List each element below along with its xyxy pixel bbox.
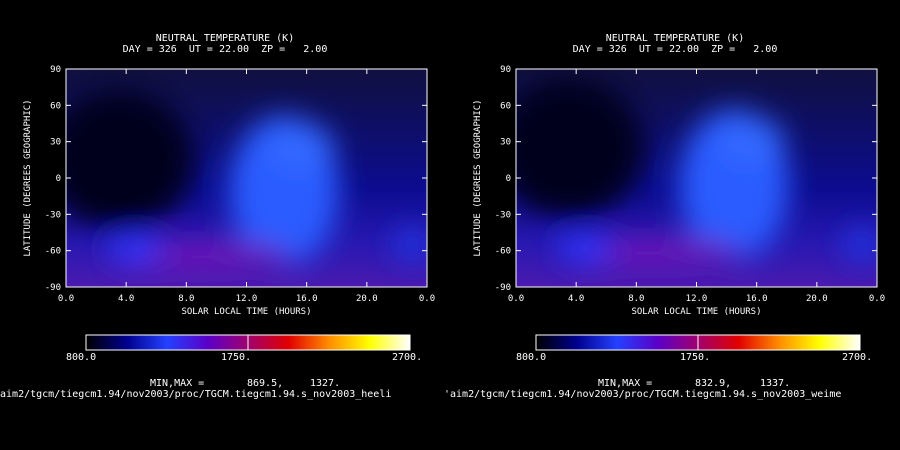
y-tick-label: -30 [45, 210, 61, 220]
x-tick-label: 8.0 [628, 294, 644, 304]
plot-subtitle: DAY = 326 UT = 22.00 ZP = 2.00 [572, 44, 778, 55]
y-tick-label: 90 [500, 65, 511, 75]
plot-subtitle: DAY = 326 UT = 22.00 ZP = 2.00 [122, 44, 328, 55]
plot-title: NEUTRAL TEMPERATURE (K) [155, 33, 295, 44]
contour-plot: 0.0 4.0 8.0 12.0 16.0 20.0 0.0 90 60 30 0 -30 -60 -90… [23, 65, 435, 351]
auroral-region [841, 226, 877, 263]
auroral-region [391, 226, 427, 263]
y-tick-label: 60 [50, 101, 61, 111]
y-tick-label: -90 [45, 283, 61, 293]
x-tick-label: 20.0 [806, 294, 828, 304]
y-axis-title: LATITUDE (DEGREES GEOGRAPHIC) [23, 99, 33, 256]
y-tick-label: 90 [50, 65, 61, 75]
colorbar-max-label: 2700. [842, 352, 873, 363]
auroral-region [105, 234, 162, 263]
x-axis-title: SOLAR LOCAL TIME (HOURS) [181, 307, 311, 317]
min-value: 832.9, [695, 378, 732, 389]
max-value: 1327. [310, 378, 341, 389]
y-tick-label: -30 [495, 210, 511, 220]
minmax-label: MIN,MAX = [598, 378, 653, 389]
x-tick-label: 8.0 [178, 294, 194, 304]
field-blobs [66, 89, 427, 273]
x-tick-label: 16.0 [296, 294, 318, 304]
y-tick-label: 60 [500, 101, 511, 111]
x-axis-title: SOLAR LOCAL TIME (HOURS) [631, 307, 761, 317]
source-path: /aim2/tgcm/tiegcm1.94/nov2003/proc/TGCM.… [0, 389, 392, 400]
colorbar-min-label: 800.0 [66, 352, 97, 363]
left-plot-panel: NEUTRAL TEMPERATURE (K) DAY = 326 UT = 2… [0, 33, 435, 400]
x-tick-label: 0.0 [419, 294, 435, 304]
y-tick-label: 30 [500, 138, 511, 148]
temperature-field [516, 69, 877, 287]
x-tick-label: 0.0 [869, 294, 885, 304]
x-tick-label: 4.0 [568, 294, 584, 304]
colorbar-mid-label: 1750. [221, 352, 252, 363]
colorbar-min-label: 800.0 [516, 352, 547, 363]
plot-title: NEUTRAL TEMPERATURE (K) [605, 33, 745, 44]
x-tick-label: 20.0 [356, 294, 378, 304]
y-tick-label: 0 [506, 174, 511, 184]
warm-region [264, 122, 335, 173]
source-path: 'aim2/tgcm/tiegcm1.94/nov2003/proc/TGCM.… [444, 389, 842, 400]
x-tick-label: 16.0 [746, 294, 768, 304]
x-tick-label: 12.0 [686, 294, 708, 304]
y-tick-label: -60 [495, 247, 511, 257]
colorbar-mid-label: 1750. [680, 352, 711, 363]
y-tick-label: 0 [56, 174, 61, 184]
x-tick-label: 0.0 [508, 294, 524, 304]
cold-region [66, 89, 194, 230]
field-blobs [516, 77, 877, 270]
min-value: 869.5, [247, 378, 284, 389]
y-tick-label: -60 [45, 247, 61, 257]
colorbar-max-label: 2700. [392, 352, 423, 363]
y-axis-title: LATITUDE (DEGREES GEOGRAPHIC) [473, 99, 483, 256]
max-value: 1337. [760, 378, 791, 389]
x-tick-label: 12.0 [236, 294, 258, 304]
minmax-label: MIN,MAX = [150, 378, 205, 389]
y-tick-label: 30 [50, 138, 61, 148]
warm-region [714, 116, 785, 167]
right-plot-panel: NEUTRAL TEMPERATURE (K) DAY = 326 UT = 2… [444, 0, 900, 450]
contour-plot: 0.0 4.0 8.0 12.0 16.0 20.0 0.0 90 60 30 0 -30 -60 -90… [473, 65, 885, 351]
y-tick-label: -90 [495, 283, 511, 293]
x-tick-label: 4.0 [118, 294, 134, 304]
auroral-region [555, 234, 612, 263]
cold-region [516, 77, 644, 218]
temperature-field [66, 69, 427, 287]
x-tick-label: 0.0 [58, 294, 74, 304]
